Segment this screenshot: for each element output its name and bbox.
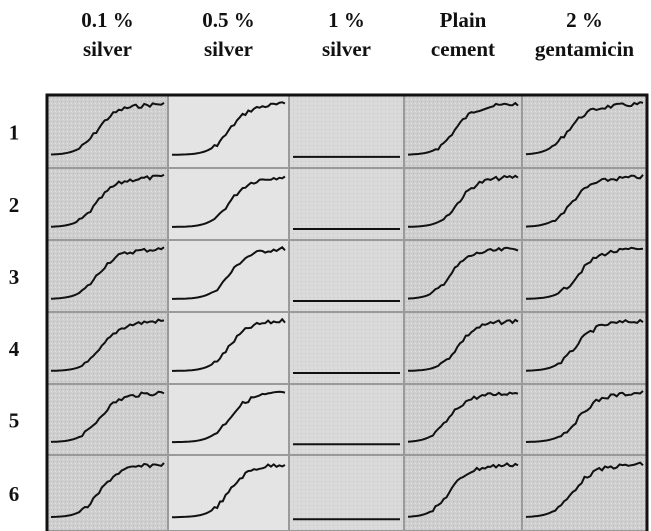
column-header: Plain <box>440 8 487 32</box>
cell <box>522 240 647 312</box>
row-label: 6 <box>9 482 20 506</box>
cell <box>404 240 522 312</box>
thumbnail-grid <box>47 95 647 531</box>
cell <box>522 168 647 240</box>
column-header: 0.1 % <box>81 8 134 32</box>
column-header: silver <box>83 37 132 61</box>
figure: 0.1 % silver 0.5 % silver 1 % silver Plain ceme… <box>0 0 651 531</box>
column-header: silver <box>204 37 253 61</box>
column-header: 2 % <box>566 8 603 32</box>
cell <box>404 95 522 168</box>
row-label: 5 <box>9 409 20 433</box>
row-label: 2 <box>9 193 20 217</box>
column-header: 1 % <box>328 8 365 32</box>
column-header: cement <box>431 37 495 61</box>
cell <box>47 312 168 384</box>
column-header: silver <box>322 37 371 61</box>
column-header: 0.5 % <box>202 8 255 32</box>
row-label: 1 <box>9 121 20 145</box>
cell <box>404 168 522 240</box>
column-header: gentamicin <box>535 37 634 61</box>
row-label: 3 <box>9 265 20 289</box>
row-label: 4 <box>9 337 20 361</box>
